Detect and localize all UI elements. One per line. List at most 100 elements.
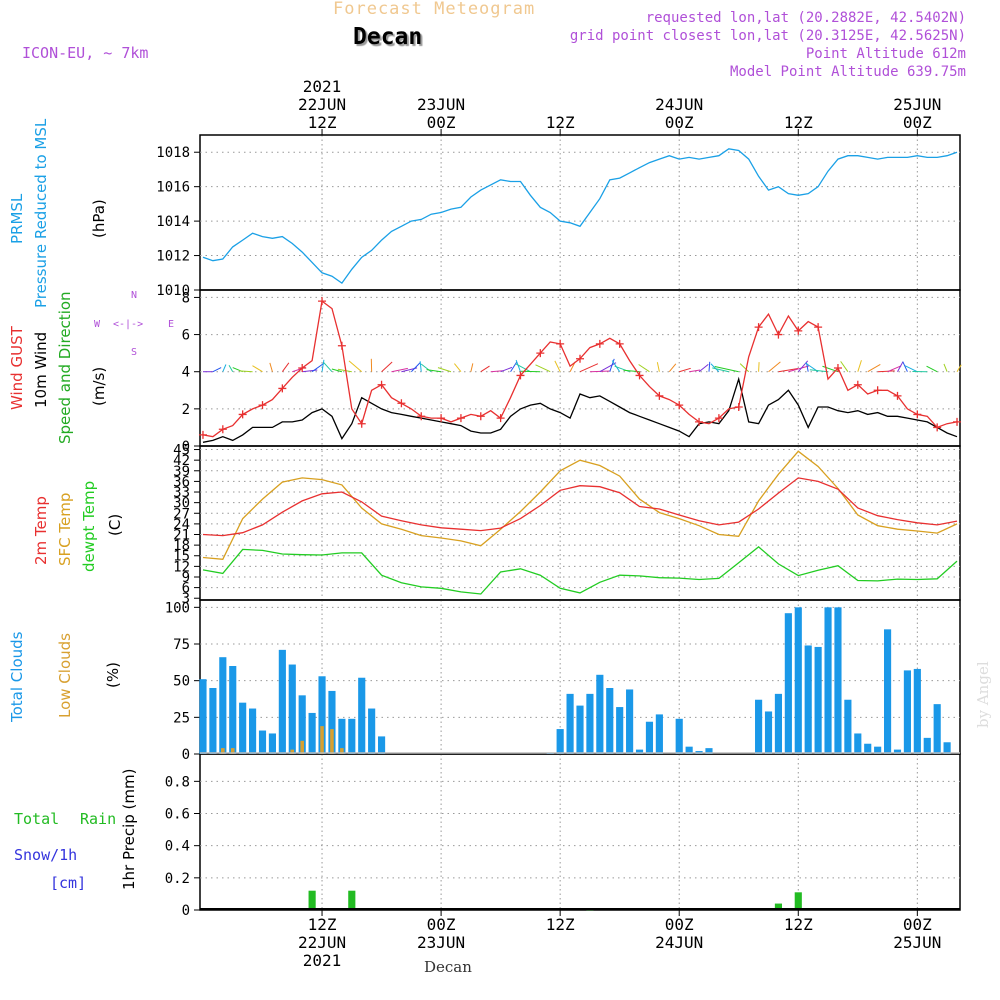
temp-unit: (C) <box>106 513 124 536</box>
total-cloud-bar-63 <box>824 607 832 754</box>
wind-direction-arrow-7 <box>269 362 273 372</box>
gust-marker-76 <box>953 417 962 426</box>
ytick-label-temp-5: 18 <box>173 538 190 554</box>
time-top-hour-4: 12Z <box>784 113 813 132</box>
wind-direction-arrow-57 <box>768 361 781 373</box>
gust-marker-14 <box>337 341 346 350</box>
ytick-label-precip-3: 0.6 <box>165 807 190 823</box>
wind-direction-arrow-65 <box>840 361 849 373</box>
time-bottom-hour-5: 00Z <box>903 915 932 934</box>
panel-frame-pressure <box>199 134 961 291</box>
wind-direction-arrow-25 <box>437 367 452 373</box>
gust-marker-46 <box>655 391 664 400</box>
time-bottom-year-0: 2021 <box>303 951 342 970</box>
gust-marker-64 <box>833 364 842 372</box>
rain-bar-3 <box>774 903 783 910</box>
total-cloud-bar-2 <box>219 657 227 754</box>
requested-coords: requested lon,lat (20.2882E, 42.5402N) <box>645 10 966 26</box>
wind-direction-arrow-36 <box>554 360 561 372</box>
ytick-label-temp-2: 9 <box>182 570 190 586</box>
ytick-label-temp-8: 27 <box>173 506 190 522</box>
gust-marker-26 <box>456 414 465 423</box>
wind-direction-arrow-14 <box>331 368 343 373</box>
time-bottom-hour-1: 00Z <box>427 915 456 934</box>
total-cloud-bar-1 <box>209 688 217 754</box>
ytick-label-clouds-4: 100 <box>165 600 190 616</box>
low-cloud-bar-9 <box>290 749 295 754</box>
watermark: by Angel <box>974 661 992 728</box>
wind-direction-arrow-18 <box>381 361 393 373</box>
total-cloud-bar-46 <box>655 714 663 754</box>
gust-marker-32 <box>516 371 525 380</box>
gust-marker-10 <box>298 364 307 372</box>
gust-marker-50 <box>695 417 704 426</box>
precip-axis-label: 1hr Precip (mm) <box>120 768 138 890</box>
total-cloud-bar-74 <box>933 704 941 754</box>
gust-marker-60 <box>794 326 803 335</box>
wind-direction-arrow-12 <box>321 359 325 372</box>
gust-marker-8 <box>278 384 287 393</box>
model-label: ICON-EU, ~ 7km <box>22 44 149 62</box>
ytick-label-pressure-4: 1018 <box>156 145 190 161</box>
gust-label: Wind GUST <box>8 326 26 410</box>
chart-title: Forecast Meteogram <box>333 0 536 19</box>
total-cloud-bar-7 <box>268 733 276 754</box>
time-bottom-date-5: 25JUN <box>893 933 941 952</box>
ytick-label-wind-2: 4 <box>182 365 190 381</box>
gust-marker-6 <box>258 401 267 410</box>
time-top-hour-2: 12Z <box>546 113 575 132</box>
low-cloud-bar-12 <box>320 726 324 754</box>
compass-arrows: <-|-> <box>113 319 144 330</box>
gust-marker-28 <box>476 412 485 421</box>
wind-direction-arrow-8 <box>281 362 290 373</box>
gust-marker-18 <box>377 380 386 389</box>
wind-direction-arrow-15 <box>337 368 352 373</box>
total-cloud-bar-13 <box>328 690 336 754</box>
wind-direction-arrow-13 <box>323 362 333 373</box>
ytick-label-temp-3: 12 <box>173 559 190 575</box>
wind-direction-arrow-24 <box>426 369 442 373</box>
ytick-label-temp-0: 3 <box>182 591 190 607</box>
total-cloud-bar-58 <box>774 693 783 754</box>
ytick-label-clouds-2: 50 <box>173 674 190 690</box>
ytick-label-clouds-3: 75 <box>173 637 190 653</box>
wind-direction-arrow-41 <box>609 358 615 372</box>
total-cloud-bar-38 <box>576 705 584 754</box>
total-cloud-bar-62 <box>814 646 822 754</box>
wind-direction-arrow-74 <box>926 365 938 373</box>
clouds-unit: (%) <box>104 662 122 688</box>
time-top-year-0: 2021 <box>303 77 342 96</box>
time-bottom-hour-2: 12Z <box>546 915 575 934</box>
wind-direction-arrow-76 <box>956 364 962 372</box>
ytick-label-pressure-1: 1012 <box>156 249 190 265</box>
wind-direction-arrow-35 <box>535 364 551 373</box>
wind-speed-series <box>202 376 958 443</box>
total-clouds-label: Total Clouds <box>8 631 26 722</box>
gridpoint-coords: grid point closest lon,lat (20.3125E, 42… <box>569 28 966 44</box>
ytick-label-precip-2: 0.4 <box>165 839 190 855</box>
wind-direction-arrow-63 <box>809 369 829 373</box>
wind-direction-arrow-29 <box>490 370 503 373</box>
sfc-temp-series <box>202 450 958 560</box>
total-cloud-bar-12 <box>318 676 326 754</box>
gust-marker-72 <box>913 410 922 419</box>
gust-marker-0 <box>198 430 207 439</box>
total-cloud-bar-45 <box>645 721 654 754</box>
total-cloud-bar-49 <box>685 746 693 754</box>
ytick-label-clouds-1: 25 <box>173 710 190 726</box>
meteogram-plots: 1010101210141016101802468369121518212427… <box>156 77 962 970</box>
wind-direction-arrow-52 <box>710 363 720 373</box>
total-cloud-bar-5 <box>249 708 257 754</box>
ytick-label-pressure-2: 1014 <box>156 214 190 230</box>
total-cloud-bar-65 <box>844 699 852 754</box>
rain-bar-0 <box>308 890 316 910</box>
total-cloud-bar-4 <box>239 702 247 754</box>
precip-snow-unit: [cm] <box>50 874 87 892</box>
gust-marker-38 <box>576 354 584 363</box>
point-altitude: Point Altitude 612m <box>805 46 966 62</box>
ytick-label-wind-1: 2 <box>182 402 190 418</box>
wind-direction-arrow-22 <box>419 361 422 372</box>
wind-unit: (m/s) <box>90 366 108 406</box>
wind-direction-arrow-54 <box>714 366 739 373</box>
